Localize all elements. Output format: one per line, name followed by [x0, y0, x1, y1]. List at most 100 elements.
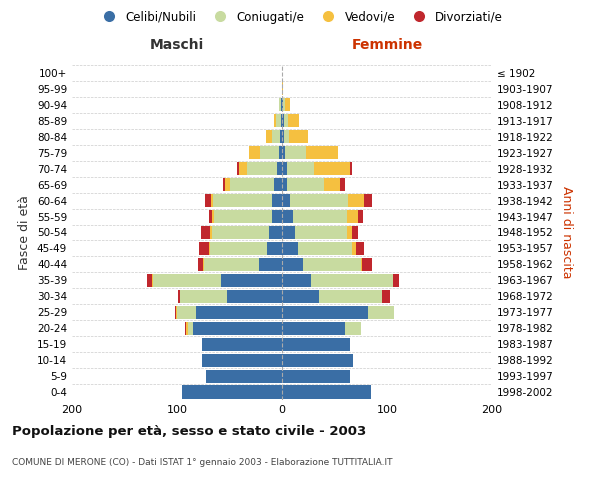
Bar [178, 290, 180, 303]
Bar [282, 370, 350, 382]
Bar [196, 306, 282, 319]
Bar [182, 386, 282, 398]
Text: Femmine: Femmine [352, 38, 422, 52]
Bar [202, 338, 282, 350]
Bar [303, 258, 361, 271]
Bar [271, 210, 282, 223]
Bar [340, 178, 345, 191]
Bar [324, 178, 340, 191]
Bar [214, 210, 271, 223]
Bar [223, 178, 226, 191]
Bar [282, 322, 345, 335]
Bar [364, 194, 372, 207]
Bar [203, 258, 204, 271]
Bar [368, 306, 394, 319]
Bar [280, 130, 282, 143]
Bar [209, 210, 212, 223]
Bar [287, 162, 314, 175]
Bar [345, 322, 361, 335]
Bar [361, 258, 362, 271]
Bar [201, 226, 209, 239]
Bar [274, 114, 276, 128]
Bar [298, 242, 352, 255]
Bar [290, 194, 348, 207]
Bar [281, 114, 282, 128]
Bar [277, 162, 282, 175]
Bar [206, 370, 282, 382]
Bar [227, 290, 282, 303]
Bar [250, 146, 260, 160]
Bar [311, 274, 394, 287]
Bar [282, 130, 284, 143]
Bar [282, 258, 303, 271]
Bar [212, 210, 214, 223]
Bar [314, 162, 350, 175]
Bar [282, 210, 293, 223]
Bar [177, 306, 196, 319]
Bar [347, 210, 358, 223]
Bar [266, 130, 271, 143]
Bar [279, 98, 281, 112]
Bar [282, 338, 350, 350]
Y-axis label: Anni di nascita: Anni di nascita [560, 186, 573, 279]
Bar [211, 194, 213, 207]
Bar [269, 226, 282, 239]
Bar [285, 98, 290, 112]
Bar [282, 146, 285, 160]
Bar [202, 354, 282, 366]
Bar [180, 290, 227, 303]
Bar [237, 162, 239, 175]
Bar [347, 226, 352, 239]
Bar [285, 146, 306, 160]
Bar [282, 114, 284, 128]
Bar [352, 226, 358, 239]
Bar [175, 306, 176, 319]
Bar [282, 274, 311, 287]
Bar [247, 162, 277, 175]
Bar [355, 242, 364, 255]
Bar [204, 258, 259, 271]
Y-axis label: Fasce di età: Fasce di età [19, 195, 31, 270]
Bar [282, 242, 298, 255]
Bar [230, 178, 274, 191]
Bar [348, 194, 364, 207]
Bar [362, 258, 372, 271]
Bar [221, 274, 282, 287]
Bar [282, 98, 283, 112]
Bar [283, 98, 285, 112]
Bar [185, 322, 187, 335]
Bar [198, 258, 203, 271]
Bar [187, 322, 193, 335]
Bar [205, 194, 211, 207]
Bar [209, 242, 268, 255]
Bar [279, 146, 282, 160]
Bar [284, 114, 289, 128]
Bar [319, 290, 382, 303]
Bar [282, 162, 287, 175]
Bar [260, 146, 279, 160]
Text: Popolazione per età, sesso e stato civile - 2003: Popolazione per età, sesso e stato civil… [12, 425, 366, 438]
Bar [176, 306, 177, 319]
Bar [212, 226, 269, 239]
Bar [146, 274, 152, 287]
Bar [394, 274, 398, 287]
Bar [268, 242, 282, 255]
Bar [289, 130, 308, 143]
Bar [306, 146, 338, 160]
Bar [282, 386, 371, 398]
Bar [287, 178, 324, 191]
Bar [276, 114, 281, 128]
Bar [193, 322, 282, 335]
Bar [271, 130, 280, 143]
Bar [352, 242, 355, 255]
Bar [289, 114, 299, 128]
Bar [282, 306, 368, 319]
Bar [199, 242, 209, 255]
Text: COMUNE DI MERONE (CO) - Dati ISTAT 1° gennaio 2003 - Elaborazione TUTTITALIA.IT: COMUNE DI MERONE (CO) - Dati ISTAT 1° ge… [12, 458, 392, 467]
Bar [153, 274, 221, 287]
Bar [281, 98, 282, 112]
Bar [282, 226, 295, 239]
Bar [358, 210, 363, 223]
Legend: Celibi/Nubili, Coniugati/e, Vedovi/e, Divorziati/e: Celibi/Nubili, Coniugati/e, Vedovi/e, Di… [92, 6, 508, 28]
Bar [282, 82, 283, 96]
